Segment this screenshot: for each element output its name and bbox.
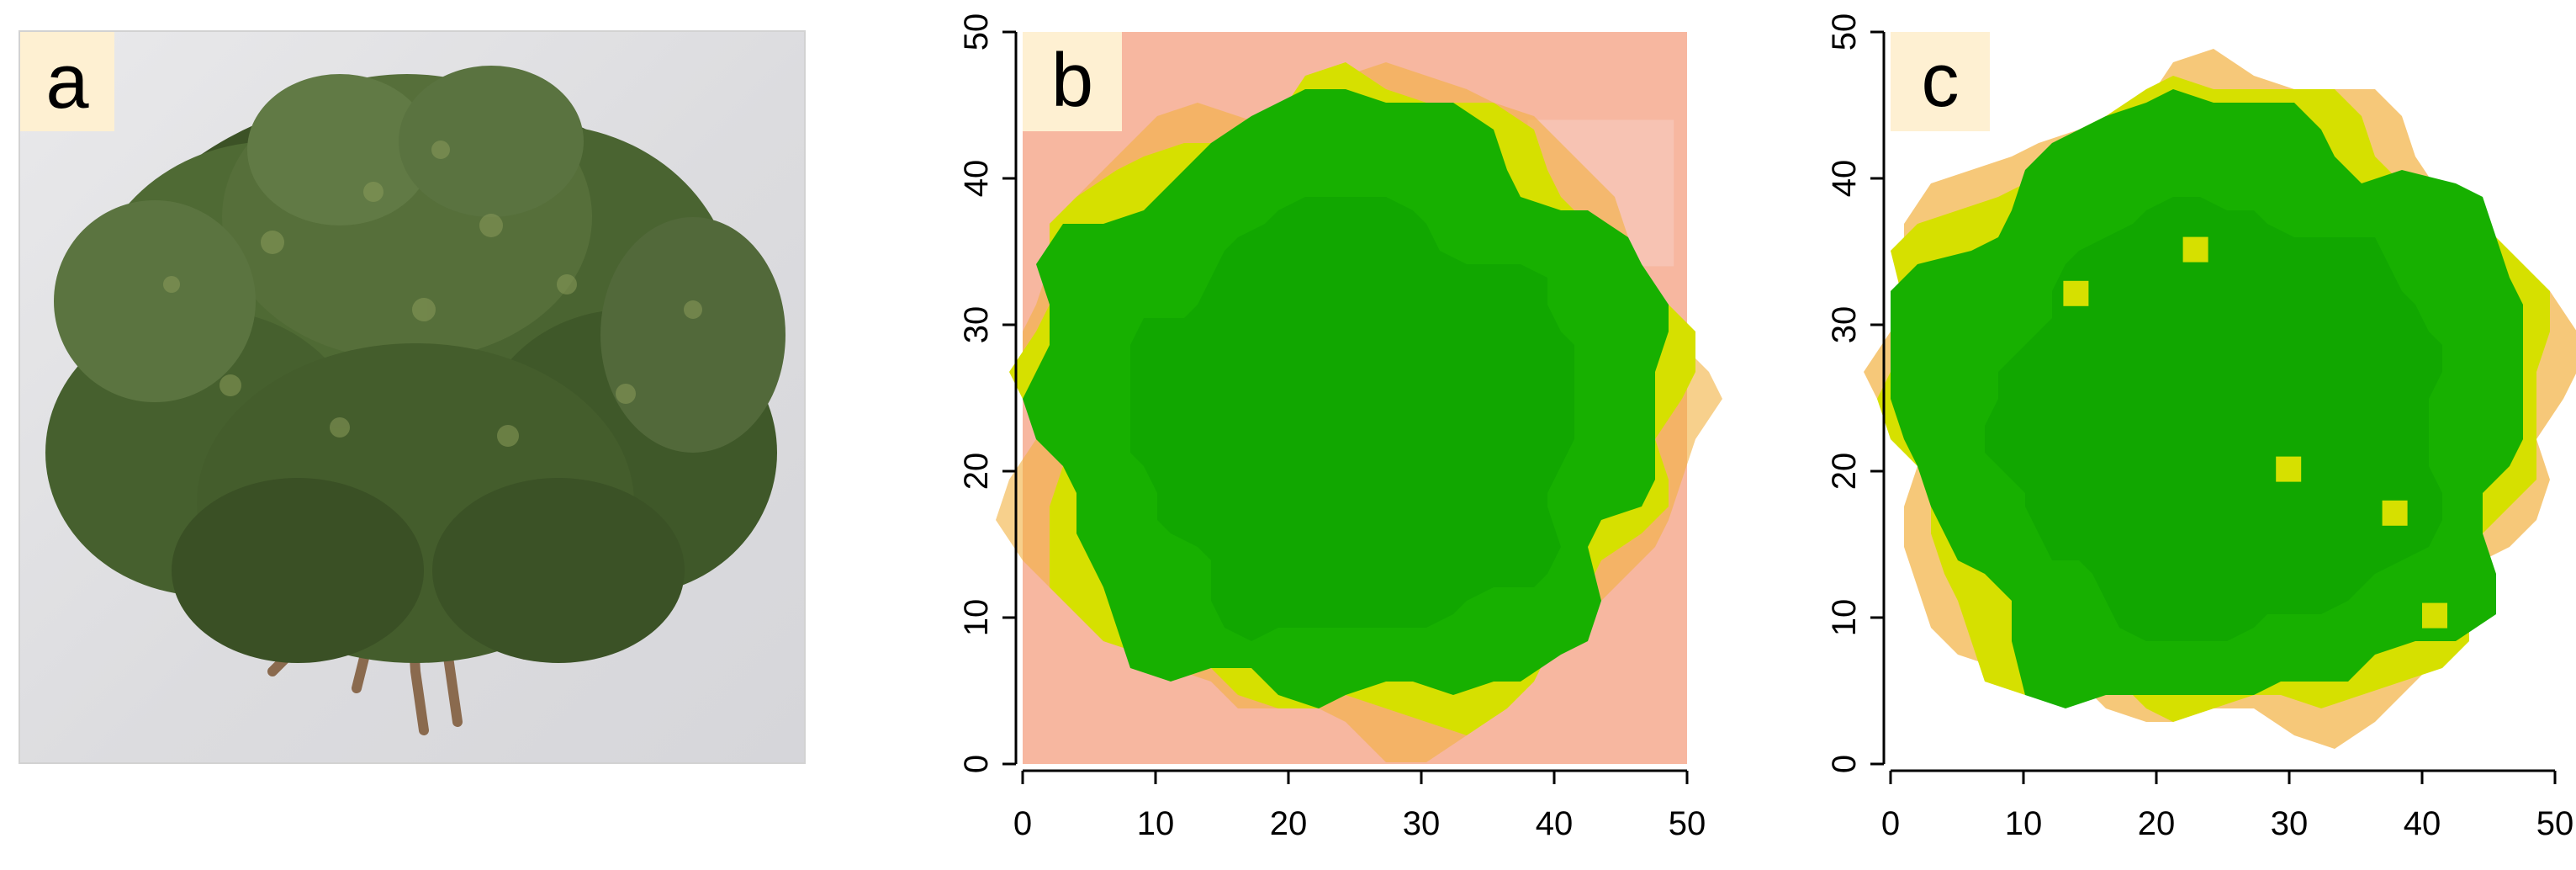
foliage-mass [45,66,785,663]
x-tick-label: 0 [1881,805,1900,842]
raster-plot-c: 0 10 20 30 40 50 0 10 20 30 40 50 c [1810,8,2576,870]
canopy-inner [1130,197,1574,641]
panel-label-b: b [1051,39,1093,123]
y-tick-label: 0 [1826,755,1863,773]
x-tick-label: 50 [1669,805,1706,842]
x-tick-label: 30 [2271,805,2309,842]
y-tick-label: 20 [1826,453,1863,491]
foliage-highlights [163,141,702,447]
raster-plot-b: 0 10 20 30 40 50 0 10 20 30 40 50 b [942,8,1749,870]
y-tick-label: 10 [1826,599,1863,637]
canopy-yellow-pixel [2182,236,2208,263]
x-tick-label: 0 [1013,805,1032,842]
y-tick-label: 0 [958,755,995,773]
foliage-photo: a [19,30,806,764]
canopy-yellow-pixel [2276,456,2302,482]
panel-label-box [1023,32,1122,131]
x-tick-label: 30 [1403,805,1441,842]
raster-plot-b-svg: 0 10 20 30 40 50 0 10 20 30 40 50 b [958,13,1722,842]
y-tick-label: 10 [958,599,995,637]
foliage-illustration [45,66,785,735]
raster-plot-c-svg: 0 10 20 30 40 50 0 10 20 30 40 50 c [1826,13,2576,842]
y-tick-label: 40 [958,160,995,198]
panel-label-box [1891,32,1990,131]
x-tick-label: 20 [1270,805,1308,842]
canopy-yellow-pixel [2382,500,2408,526]
x-tick-label: 50 [2536,805,2574,842]
panel-label-a: a [20,32,114,131]
x-tick-label: 10 [1137,805,1175,842]
axes [1014,32,1687,772]
x-tick-label: 10 [2005,805,2043,842]
x-tick-label: 40 [1536,805,1574,842]
y-tick-label: 30 [958,306,995,344]
axes [1882,32,2555,772]
y-tick-label: 20 [958,453,995,491]
panel-label-c: c [1922,39,1960,123]
y-tick-label: 40 [1826,160,1863,198]
x-tick-label: 20 [2138,805,2176,842]
canopy-yellow-pixel [2422,602,2447,629]
y-tick-label: 50 [1826,13,1863,51]
x-tick-label: 40 [2404,805,2441,842]
canopy-yellow-pixel [2063,280,2089,306]
canopy-inner [1985,197,2442,641]
y-tick-label: 50 [958,13,995,51]
y-tick-label: 30 [1826,306,1863,344]
